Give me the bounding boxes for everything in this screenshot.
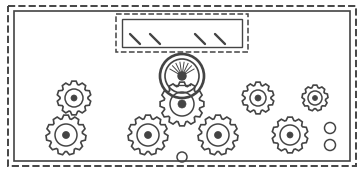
- Circle shape: [71, 95, 77, 101]
- Bar: [116, 14, 248, 52]
- Bar: [14, 11, 350, 161]
- Circle shape: [63, 132, 70, 138]
- Bar: [122, 19, 242, 47]
- Circle shape: [178, 72, 186, 80]
- Circle shape: [178, 100, 186, 108]
- Circle shape: [313, 95, 317, 100]
- Circle shape: [214, 132, 222, 138]
- Circle shape: [287, 132, 293, 138]
- Circle shape: [255, 95, 261, 101]
- Circle shape: [145, 132, 151, 138]
